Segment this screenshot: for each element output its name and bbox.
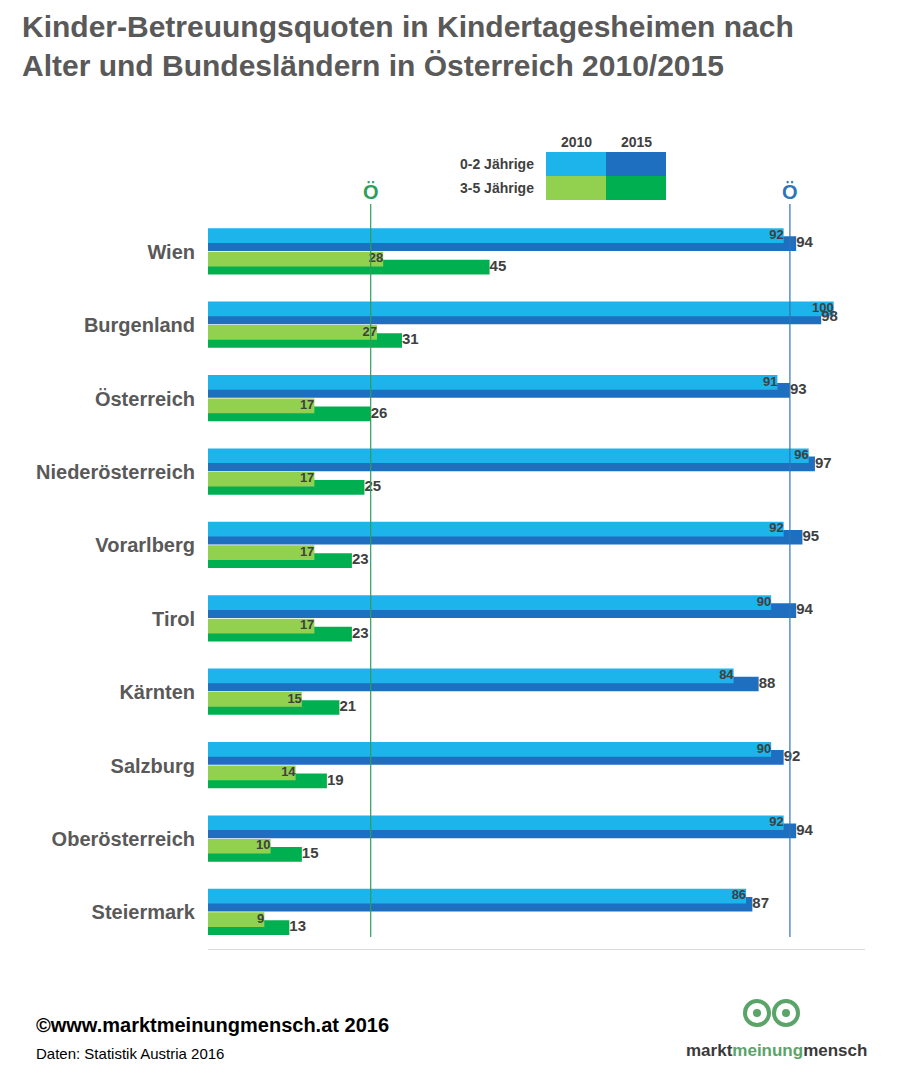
svg-text:Oberösterreich: Oberösterreich [52,828,195,850]
svg-text:Vorarlberg: Vorarlberg [95,534,195,556]
svg-text:marktmeinungmensch: marktmeinungmensch [686,1041,867,1060]
svg-text:19: 19 [327,771,344,788]
svg-text:21: 21 [339,697,356,714]
svg-text:95: 95 [802,527,819,544]
svg-text:92: 92 [784,747,801,764]
svg-text:Burgenland: Burgenland [84,314,195,336]
svg-text:Kärnten: Kärnten [119,681,195,703]
svg-text:98: 98 [821,307,838,324]
svg-text:27: 27 [362,324,376,339]
svg-text:17: 17 [300,544,314,559]
svg-text:Ö: Ö [782,181,798,203]
svg-text:90: 90 [757,741,771,756]
svg-text:92: 92 [769,520,783,535]
svg-text:17: 17 [300,470,314,485]
svg-text:92: 92 [769,814,783,829]
svg-text:96: 96 [794,447,808,462]
svg-text:91: 91 [763,374,777,389]
svg-text:Steiermark: Steiermark [92,901,196,923]
svg-text:0-2 Jährige: 0-2 Jährige [460,156,534,172]
svg-text:88: 88 [759,674,776,691]
svg-text:25: 25 [364,477,381,494]
svg-text:Wien: Wien [147,241,195,263]
svg-text:84: 84 [719,667,734,682]
svg-text:2010: 2010 [561,134,592,150]
svg-text:45: 45 [490,257,507,274]
svg-text:23: 23 [352,550,369,567]
svg-text:Österreich: Österreich [95,388,195,410]
svg-text:Niederösterreich: Niederösterreich [36,461,195,483]
svg-text:94: 94 [796,821,813,838]
svg-text:94: 94 [796,600,813,617]
svg-text:87: 87 [752,894,769,911]
svg-text:15: 15 [287,691,301,706]
svg-text:28: 28 [369,250,383,265]
svg-text:9: 9 [257,911,264,926]
svg-text:31: 31 [402,330,419,347]
svg-text:26: 26 [371,404,388,421]
svg-text:Ö: Ö [363,181,379,203]
svg-text:23: 23 [352,624,369,641]
svg-text:86: 86 [732,887,746,902]
svg-text:Daten: Statistik Austria 2016: Daten: Statistik Austria 2016 [36,1045,224,1062]
svg-text:94: 94 [796,233,813,250]
svg-text:17: 17 [300,397,314,412]
svg-text:17: 17 [300,617,314,632]
svg-text:100: 100 [812,300,834,315]
svg-text:10: 10 [256,837,270,852]
svg-text:Kinder-Betreuungsquoten in Kin: Kinder-Betreuungsquoten in Kindertageshe… [22,10,794,82]
svg-text:13: 13 [289,917,306,934]
svg-text:2015: 2015 [621,134,652,150]
svg-text:©www.marktmeinungmensch.at 201: ©www.marktmeinungmensch.at 2016 [36,1014,389,1036]
svg-text:14: 14 [281,764,296,779]
svg-text:3-5 Jährige: 3-5 Jährige [460,180,534,196]
svg-text:Salzburg: Salzburg [111,755,195,777]
svg-text:92: 92 [769,227,783,242]
svg-text:15: 15 [302,844,319,861]
svg-text:97: 97 [815,454,832,471]
svg-text:Tirol: Tirol [152,608,195,630]
svg-text:90: 90 [757,594,771,609]
svg-text:93: 93 [790,380,807,397]
